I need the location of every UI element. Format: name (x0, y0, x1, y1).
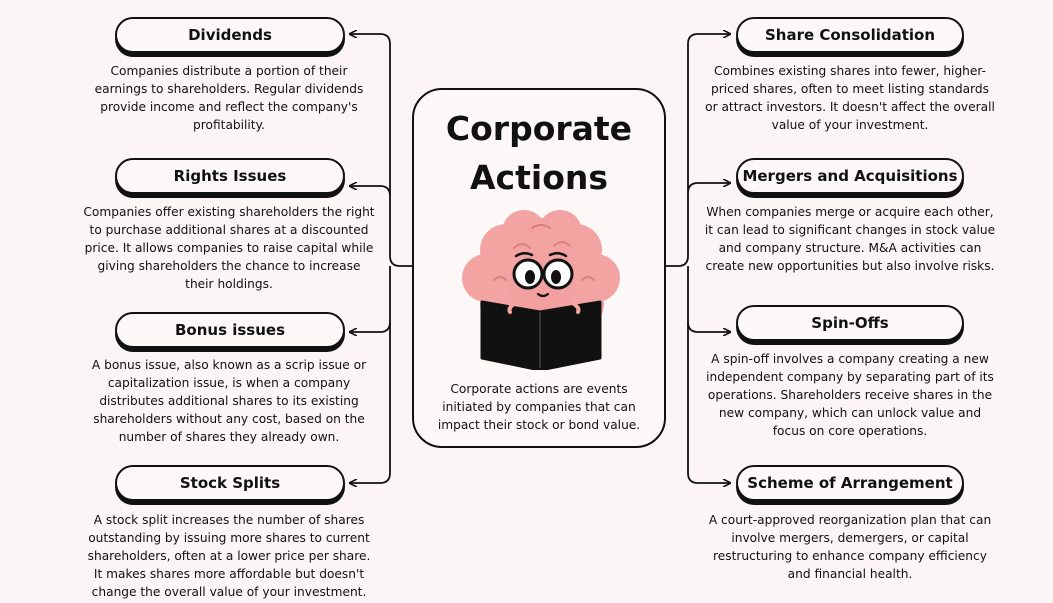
bonus-issues-description: A bonus issue, also known as a scrip iss… (91, 358, 367, 444)
mergers-acquisitions-title-box: Mergers and Acquisitions (736, 158, 964, 194)
rights-issues-title: Rights Issues (173, 167, 287, 185)
stock-splits-description: A stock split increases the number of sh… (87, 513, 371, 599)
share-consolidation-title-box: Share Consolidation (736, 17, 964, 53)
connector-left-2 (350, 186, 391, 197)
connector-right-2 (687, 183, 730, 194)
share-consolidation-description: Combines existing shares into fewer, hig… (705, 64, 995, 132)
dividends-title: Dividends (188, 26, 272, 44)
scheme-of-arrangement-title-box: Scheme of Arrangement (736, 465, 964, 501)
glasses-icon (512, 252, 574, 290)
scheme-of-arrangement-title: Scheme of Arrangement (747, 474, 953, 492)
mergers-acquisitions-title: Mergers and Acquisitions (742, 167, 958, 185)
dividends-description: Companies distribute a portion of their … (94, 64, 364, 132)
book-icon (480, 300, 602, 370)
connector-left-4 (350, 322, 391, 483)
spin-offs-title-box: Spin-Offs (736, 305, 964, 341)
brain-reading-book-illustration (462, 210, 620, 370)
connector-right-4 (687, 322, 730, 483)
spin-offs-description: A spin-off involves a company creating a… (706, 352, 994, 438)
center-title-line1: Corporate (445, 109, 633, 148)
center-description: Corporate actions are events initiated b… (437, 382, 641, 432)
stock-splits-title-box: Stock Splits (115, 465, 345, 501)
connector-left-trunk (350, 34, 412, 267)
mergers-acquisitions-description: When companies merge or acquire each oth… (704, 205, 996, 273)
scheme-of-arrangement-description: A court-approved reorganization plan tha… (708, 513, 992, 581)
stock-splits-title: Stock Splits (179, 474, 281, 492)
rights-issues-title-box: Rights Issues (115, 158, 345, 194)
center-card: Corporate Actions (412, 88, 666, 448)
spin-offs-title: Spin-Offs (811, 314, 889, 332)
dividends-title-box: Dividends (115, 17, 345, 53)
connector-right-trunk (666, 34, 730, 267)
center-title: Corporate Actions (414, 104, 664, 202)
mouth-icon (536, 292, 550, 298)
bonus-issues-title: Bonus issues (174, 321, 286, 339)
center-title-line2: Actions (470, 158, 608, 197)
connector-right-3 (687, 266, 730, 332)
share-consolidation-title: Share Consolidation (764, 26, 936, 44)
bonus-issues-title-box: Bonus issues (115, 312, 345, 348)
rights-issues-description: Companies offer existing shareholders th… (83, 205, 375, 291)
